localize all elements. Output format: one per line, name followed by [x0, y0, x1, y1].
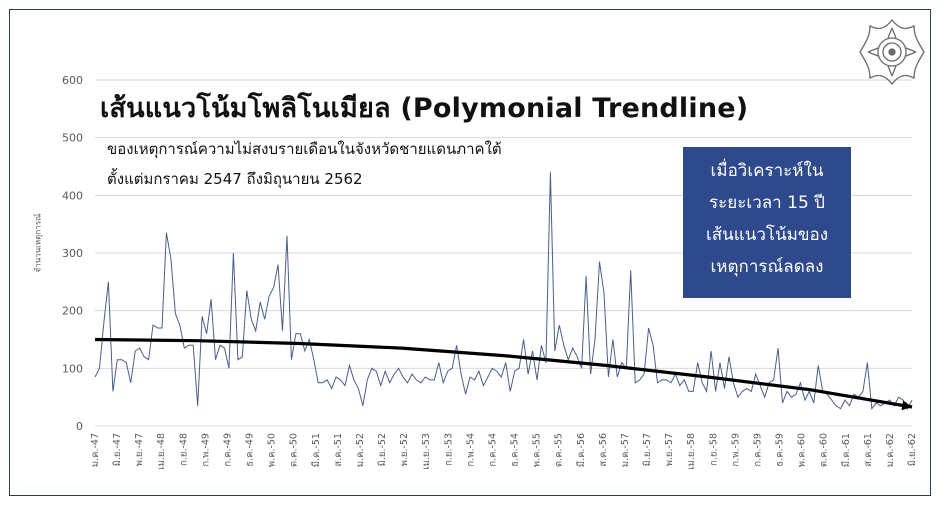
x-tick-label: ม.ค.-52 [355, 433, 366, 467]
y-tick-label: 100 [62, 362, 83, 375]
x-tick-label: ม.ค.-57 [620, 433, 631, 467]
y-tick-label: 600 [62, 74, 83, 87]
x-tick-label: ก.ย.-58 [708, 433, 719, 466]
x-tick-label: ม.ค.-62 [885, 433, 896, 467]
x-tick-label: มิ.ย.-52 [377, 433, 388, 466]
x-tick-label: ต.ค.-50 [289, 433, 300, 467]
y-tick-label: 300 [62, 247, 83, 260]
x-tick-label: ส.ค.-56 [598, 433, 609, 467]
x-tick-label: ก.ย.-48 [178, 433, 189, 466]
x-tick-label: พ.ค.-60 [797, 433, 808, 467]
x-tick-label: ม.ค.-47 [90, 433, 101, 467]
x-tick-label: ส.ค.-61 [863, 433, 874, 467]
x-tick-label: ธ.ค.-49 [245, 433, 256, 467]
y-axis-label: จำนวนเหตุการณ์ [33, 213, 43, 273]
x-tick-label: พ.ย.-52 [399, 433, 410, 466]
x-tick-label: ต.ค.-60 [819, 433, 830, 467]
x-tick-label: พ.ค.-50 [267, 433, 278, 467]
chart-title: เส้นแนวโน้มโพลิโนเมียล (Polymonial Trend… [100, 93, 749, 124]
callout-line-3: เส้นแนวโน้มของ [705, 225, 829, 245]
chart-subtitle-line-2: ตั้งแต่มกราคม 2547 ถึงมิถุนายน 2562 [107, 170, 363, 188]
x-tick-label: พ.ย.-47 [134, 433, 145, 466]
callout-line-1: เมื่อวิเคราะห์ใน [710, 161, 824, 181]
x-tick-label: ธ.ค.-59 [775, 433, 786, 467]
y-tick-label: 0 [76, 420, 83, 433]
x-tick-label: ส.ค.-51 [333, 433, 344, 467]
y-tick-label: 200 [62, 305, 83, 318]
callout-line-4: เหตุการณ์ลดลง [710, 257, 824, 277]
x-tick-label: พ.ย.-57 [664, 433, 675, 466]
series-line-polynomial-trend [94, 337, 913, 409]
trend-arrow-head [901, 400, 912, 411]
x-tick-label: มี.ค.-61 [840, 433, 852, 467]
x-tick-label: มี.ค.-56 [575, 433, 587, 467]
x-tick-label: ก.พ.-49 [200, 433, 211, 467]
x-tick-label: มิ.ย.-62 [907, 433, 918, 466]
x-tick-label: ก.ย.-53 [443, 433, 454, 466]
x-tick-label: เม.ย.-53 [421, 433, 432, 470]
y-tick-label: 400 [62, 189, 83, 202]
x-tick-label: ก.ค.-54 [487, 433, 498, 467]
x-tick-label: ธ.ค.-54 [510, 433, 521, 467]
x-tick-label: ก.พ.-59 [730, 433, 741, 467]
x-tick-label: มิ.ย.-47 [112, 433, 123, 466]
x-tick-label: พ.ค.-55 [532, 433, 543, 467]
x-tick-label: มิ.ย.-57 [642, 433, 653, 466]
ornamental-seal-icon [859, 18, 925, 86]
x-tick-label: ต.ค.-55 [554, 433, 565, 467]
x-tick-label: ก.ค.-49 [222, 433, 233, 467]
callout-line-2: ระยะเวลา 15 ปี [709, 193, 825, 213]
y-tick-label: 500 [62, 132, 83, 145]
x-tick-label: เม.ย.-48 [156, 433, 167, 470]
x-tick-label: เม.ย.-58 [686, 433, 697, 470]
chart-subtitle-line-1: ของเหตุการณ์ความไม่สงบรายเดือนในจังหวัดช… [107, 140, 502, 158]
x-tick-label: ก.ค.-59 [752, 433, 763, 467]
series-line-monthly-incidents [94, 172, 913, 411]
x-tick-label: มี.ค.-51 [310, 433, 322, 467]
callout-box: เมื่อวิเคราะห์ใน ระยะเวลา 15 ปี เส้นแนวโ… [683, 147, 851, 298]
x-tick-label: ก.พ.-54 [465, 433, 476, 467]
